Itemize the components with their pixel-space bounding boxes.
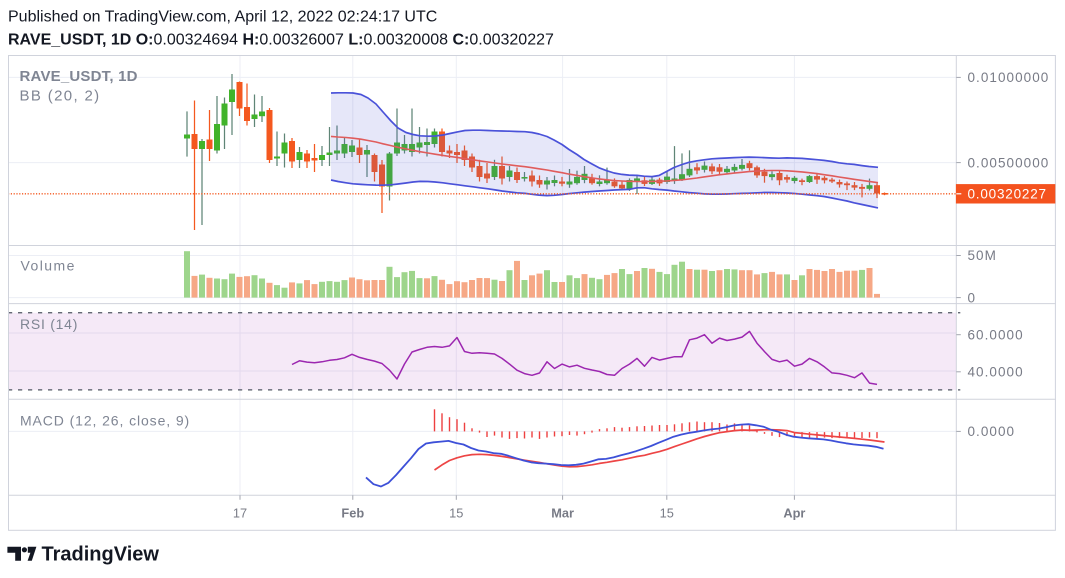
svg-text:17: 17 [233,506,247,521]
svg-text:MACD (12, 26, close, 9): MACD (12, 26, close, 9) [20,413,190,429]
svg-text:Feb: Feb [341,506,364,521]
svg-text:Mar: Mar [551,506,574,521]
svg-text:0: 0 [968,290,977,305]
svg-text:Apr: Apr [783,506,805,521]
svg-text:15: 15 [660,506,674,521]
svg-text:BB (20, 2): BB (20, 2) [20,88,101,105]
svg-text:40.0000: 40.0000 [968,365,1024,380]
svg-text:RAVE_USDT, 1D: RAVE_USDT, 1D [20,68,138,85]
svg-text:0.0000: 0.0000 [968,424,1016,439]
svg-text:0.01000000: 0.01000000 [968,70,1050,85]
svg-text:15: 15 [449,506,463,521]
svg-text:Volume: Volume [21,258,76,274]
svg-text:0.00500000: 0.00500000 [968,155,1050,170]
svg-text:0.00320227: 0.00320227 [968,187,1047,202]
svg-text:TradingView: TradingView [42,544,160,566]
svg-text:50M: 50M [968,248,997,263]
svg-text:RAVE_USDT, 1D O:0.00324694 H:0: RAVE_USDT, 1D O:0.00324694 H:0.00326007 … [8,32,554,49]
svg-text:60.0000: 60.0000 [968,327,1024,342]
svg-text:Published on TradingView.com,: Published on TradingView.com, April 12, … [8,9,437,26]
svg-text:RSI (14): RSI (14) [20,316,78,332]
